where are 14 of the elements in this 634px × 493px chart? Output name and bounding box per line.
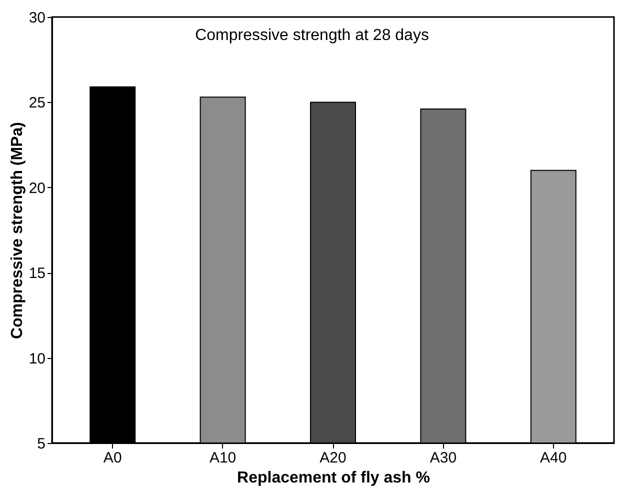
x-tick-label: A20 (320, 450, 346, 466)
x-tick-label: A10 (209, 450, 236, 466)
y-tick-label: 20 (28, 180, 46, 197)
y-tick-label: 25 (28, 94, 46, 112)
y-axis-title: Compressive strength (MPa) (8, 122, 26, 339)
x-tick-label: A30 (430, 450, 457, 466)
x-tick-label: A40 (540, 450, 567, 466)
x-tick-label: A0 (103, 450, 122, 466)
y-tick-label: 15 (28, 265, 46, 282)
x-axis-title: Replacement of fly ash % (237, 470, 430, 486)
y-tick-label: 10 (28, 350, 46, 368)
y-tick-label: 30 (28, 10, 46, 26)
y-tick-label: 5 (37, 436, 46, 452)
text: Compressive strength at 28 days (195, 27, 429, 44)
